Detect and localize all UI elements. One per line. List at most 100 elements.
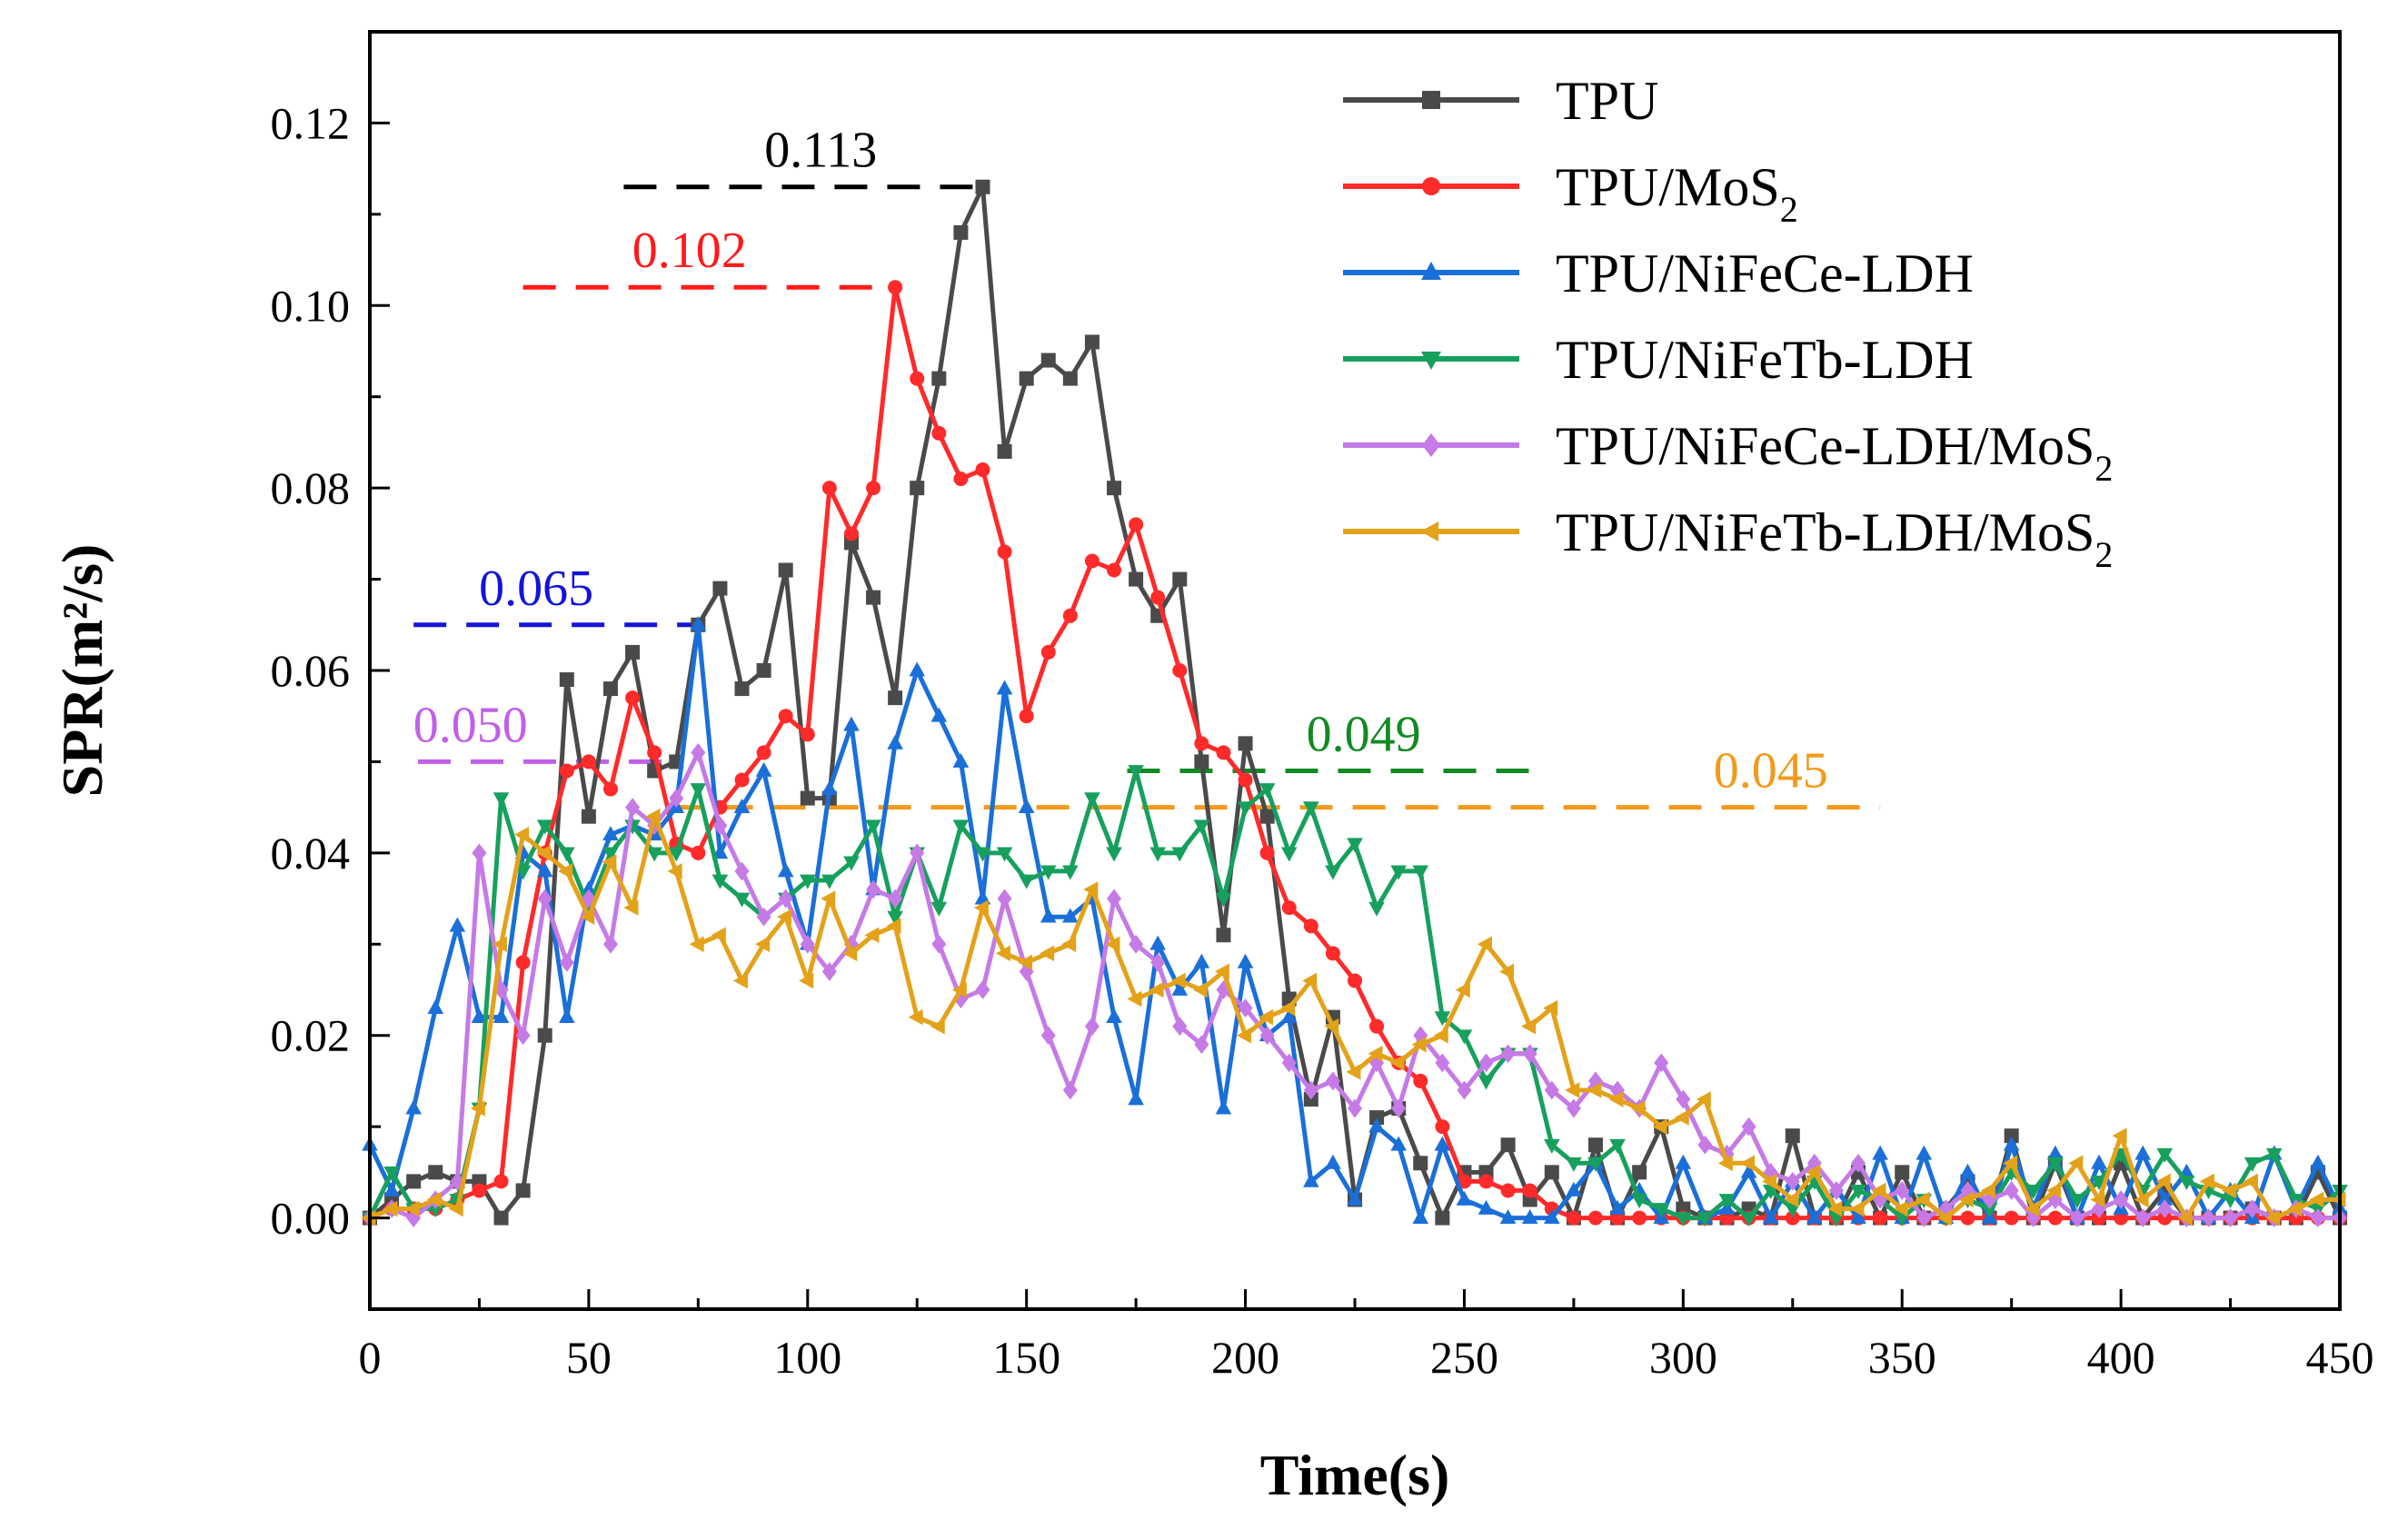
data-point xyxy=(1543,999,1558,1017)
data-point xyxy=(755,761,772,777)
data-point xyxy=(1630,1100,1646,1117)
data-point xyxy=(2004,1181,2019,1200)
data-point xyxy=(1959,1163,1976,1178)
data-point xyxy=(1238,998,1253,1018)
data-point xyxy=(1040,352,1056,368)
data-point xyxy=(1390,1136,1407,1151)
data-point xyxy=(1850,1185,1866,1200)
data-point xyxy=(426,1191,442,1208)
legend-label-subscript: 2 xyxy=(2095,534,2113,575)
data-point xyxy=(690,616,707,631)
data-point xyxy=(1652,1118,1667,1135)
data-point xyxy=(952,752,970,768)
legend-label-main: TPU/MoS xyxy=(1556,157,1780,217)
data-point xyxy=(799,972,814,989)
data-point xyxy=(1478,1174,1494,1189)
data-point xyxy=(931,425,947,441)
data-point xyxy=(1544,1208,1560,1224)
data-point xyxy=(1129,517,1144,532)
data-point xyxy=(1412,865,1429,880)
data-point xyxy=(1806,1208,1823,1224)
data-point xyxy=(1895,1181,1910,1200)
data-point xyxy=(1171,980,1189,996)
data-point xyxy=(1958,1191,1974,1208)
data-point xyxy=(1018,954,1033,971)
annotation-label: 0.050 xyxy=(413,697,528,753)
y-tick-label: 0.04 xyxy=(271,828,351,879)
data-point xyxy=(1193,819,1210,835)
data-point xyxy=(756,907,771,927)
data-point xyxy=(1302,972,1318,989)
data-point xyxy=(625,798,641,818)
legend-item: TPU xyxy=(1343,71,1658,131)
data-point xyxy=(2047,1157,2064,1172)
legend-swatch-marker xyxy=(1422,177,1440,195)
data-point xyxy=(668,847,685,862)
data-point xyxy=(514,865,532,880)
data-point xyxy=(1411,1036,1427,1053)
data-point xyxy=(888,690,903,706)
data-point xyxy=(1170,972,1186,989)
data-point xyxy=(1413,1073,1428,1088)
data-point xyxy=(1457,1080,1472,1100)
data-point xyxy=(1871,1182,1886,1199)
data-point xyxy=(1259,845,1275,860)
data-point xyxy=(910,481,925,496)
data-point xyxy=(2003,1155,2018,1172)
data-point xyxy=(470,1100,485,1117)
data-point xyxy=(1369,1053,1385,1073)
data-point xyxy=(2156,1190,2174,1206)
data-point xyxy=(1653,1203,1670,1218)
data-point xyxy=(1873,1190,1888,1209)
x-tick-label: 350 xyxy=(1868,1332,1936,1383)
data-point xyxy=(1827,1200,1843,1217)
data-point xyxy=(1632,1210,1647,1226)
data-point xyxy=(1062,908,1079,923)
data-point xyxy=(515,955,531,970)
data-point xyxy=(887,734,903,750)
data-point xyxy=(1873,1210,1888,1226)
annotation-label: 0.045 xyxy=(1714,743,1828,799)
data-point xyxy=(602,854,617,870)
data-point xyxy=(1172,663,1188,678)
data-point xyxy=(1740,1163,1757,1178)
y-tick-label: 0.02 xyxy=(271,1010,351,1061)
peak-annotations: 0.113 0.102 0.065 0.050 0.049 0.045 xyxy=(413,123,1881,810)
legend-swatch-marker xyxy=(1421,262,1441,280)
data-point xyxy=(1478,1199,1495,1215)
data-point xyxy=(1369,1018,1385,1034)
data-point xyxy=(2178,1176,2195,1190)
data-point xyxy=(1084,1017,1100,1037)
data-point xyxy=(602,781,618,797)
data-point xyxy=(1500,1044,1516,1064)
data-point xyxy=(821,890,836,907)
data-point xyxy=(996,680,1013,695)
data-point xyxy=(2069,1194,2085,1209)
data-point xyxy=(800,934,815,954)
data-point xyxy=(493,1210,509,1226)
data-point xyxy=(1499,1208,1517,1224)
legend-swatch-marker xyxy=(1422,91,1440,109)
y-tick-label: 0.10 xyxy=(271,280,351,331)
data-point xyxy=(1129,571,1144,587)
data-point xyxy=(1566,1181,1582,1196)
data-point xyxy=(1281,1053,1297,1073)
data-point xyxy=(755,936,770,953)
data-point xyxy=(1238,772,1253,788)
data-point xyxy=(1982,1190,1997,1209)
legend-item: TPU/NiFeCe-LDH/MoS2 xyxy=(1343,416,2113,489)
data-point xyxy=(1478,1053,1494,1073)
legend-label-main: TPU xyxy=(1556,71,1658,131)
data-point xyxy=(2223,1208,2238,1227)
data-point xyxy=(1128,765,1144,780)
data-point xyxy=(974,847,991,862)
data-point xyxy=(2244,1157,2261,1172)
data-point xyxy=(1675,1154,1692,1169)
data-point xyxy=(1960,1210,1975,1226)
annotation-label: 0.049 xyxy=(1307,706,1421,762)
data-point xyxy=(1499,963,1515,980)
data-point xyxy=(1129,934,1144,954)
data-point xyxy=(1215,892,1232,908)
data-point xyxy=(1544,1138,1560,1154)
data-point xyxy=(1127,990,1142,1008)
